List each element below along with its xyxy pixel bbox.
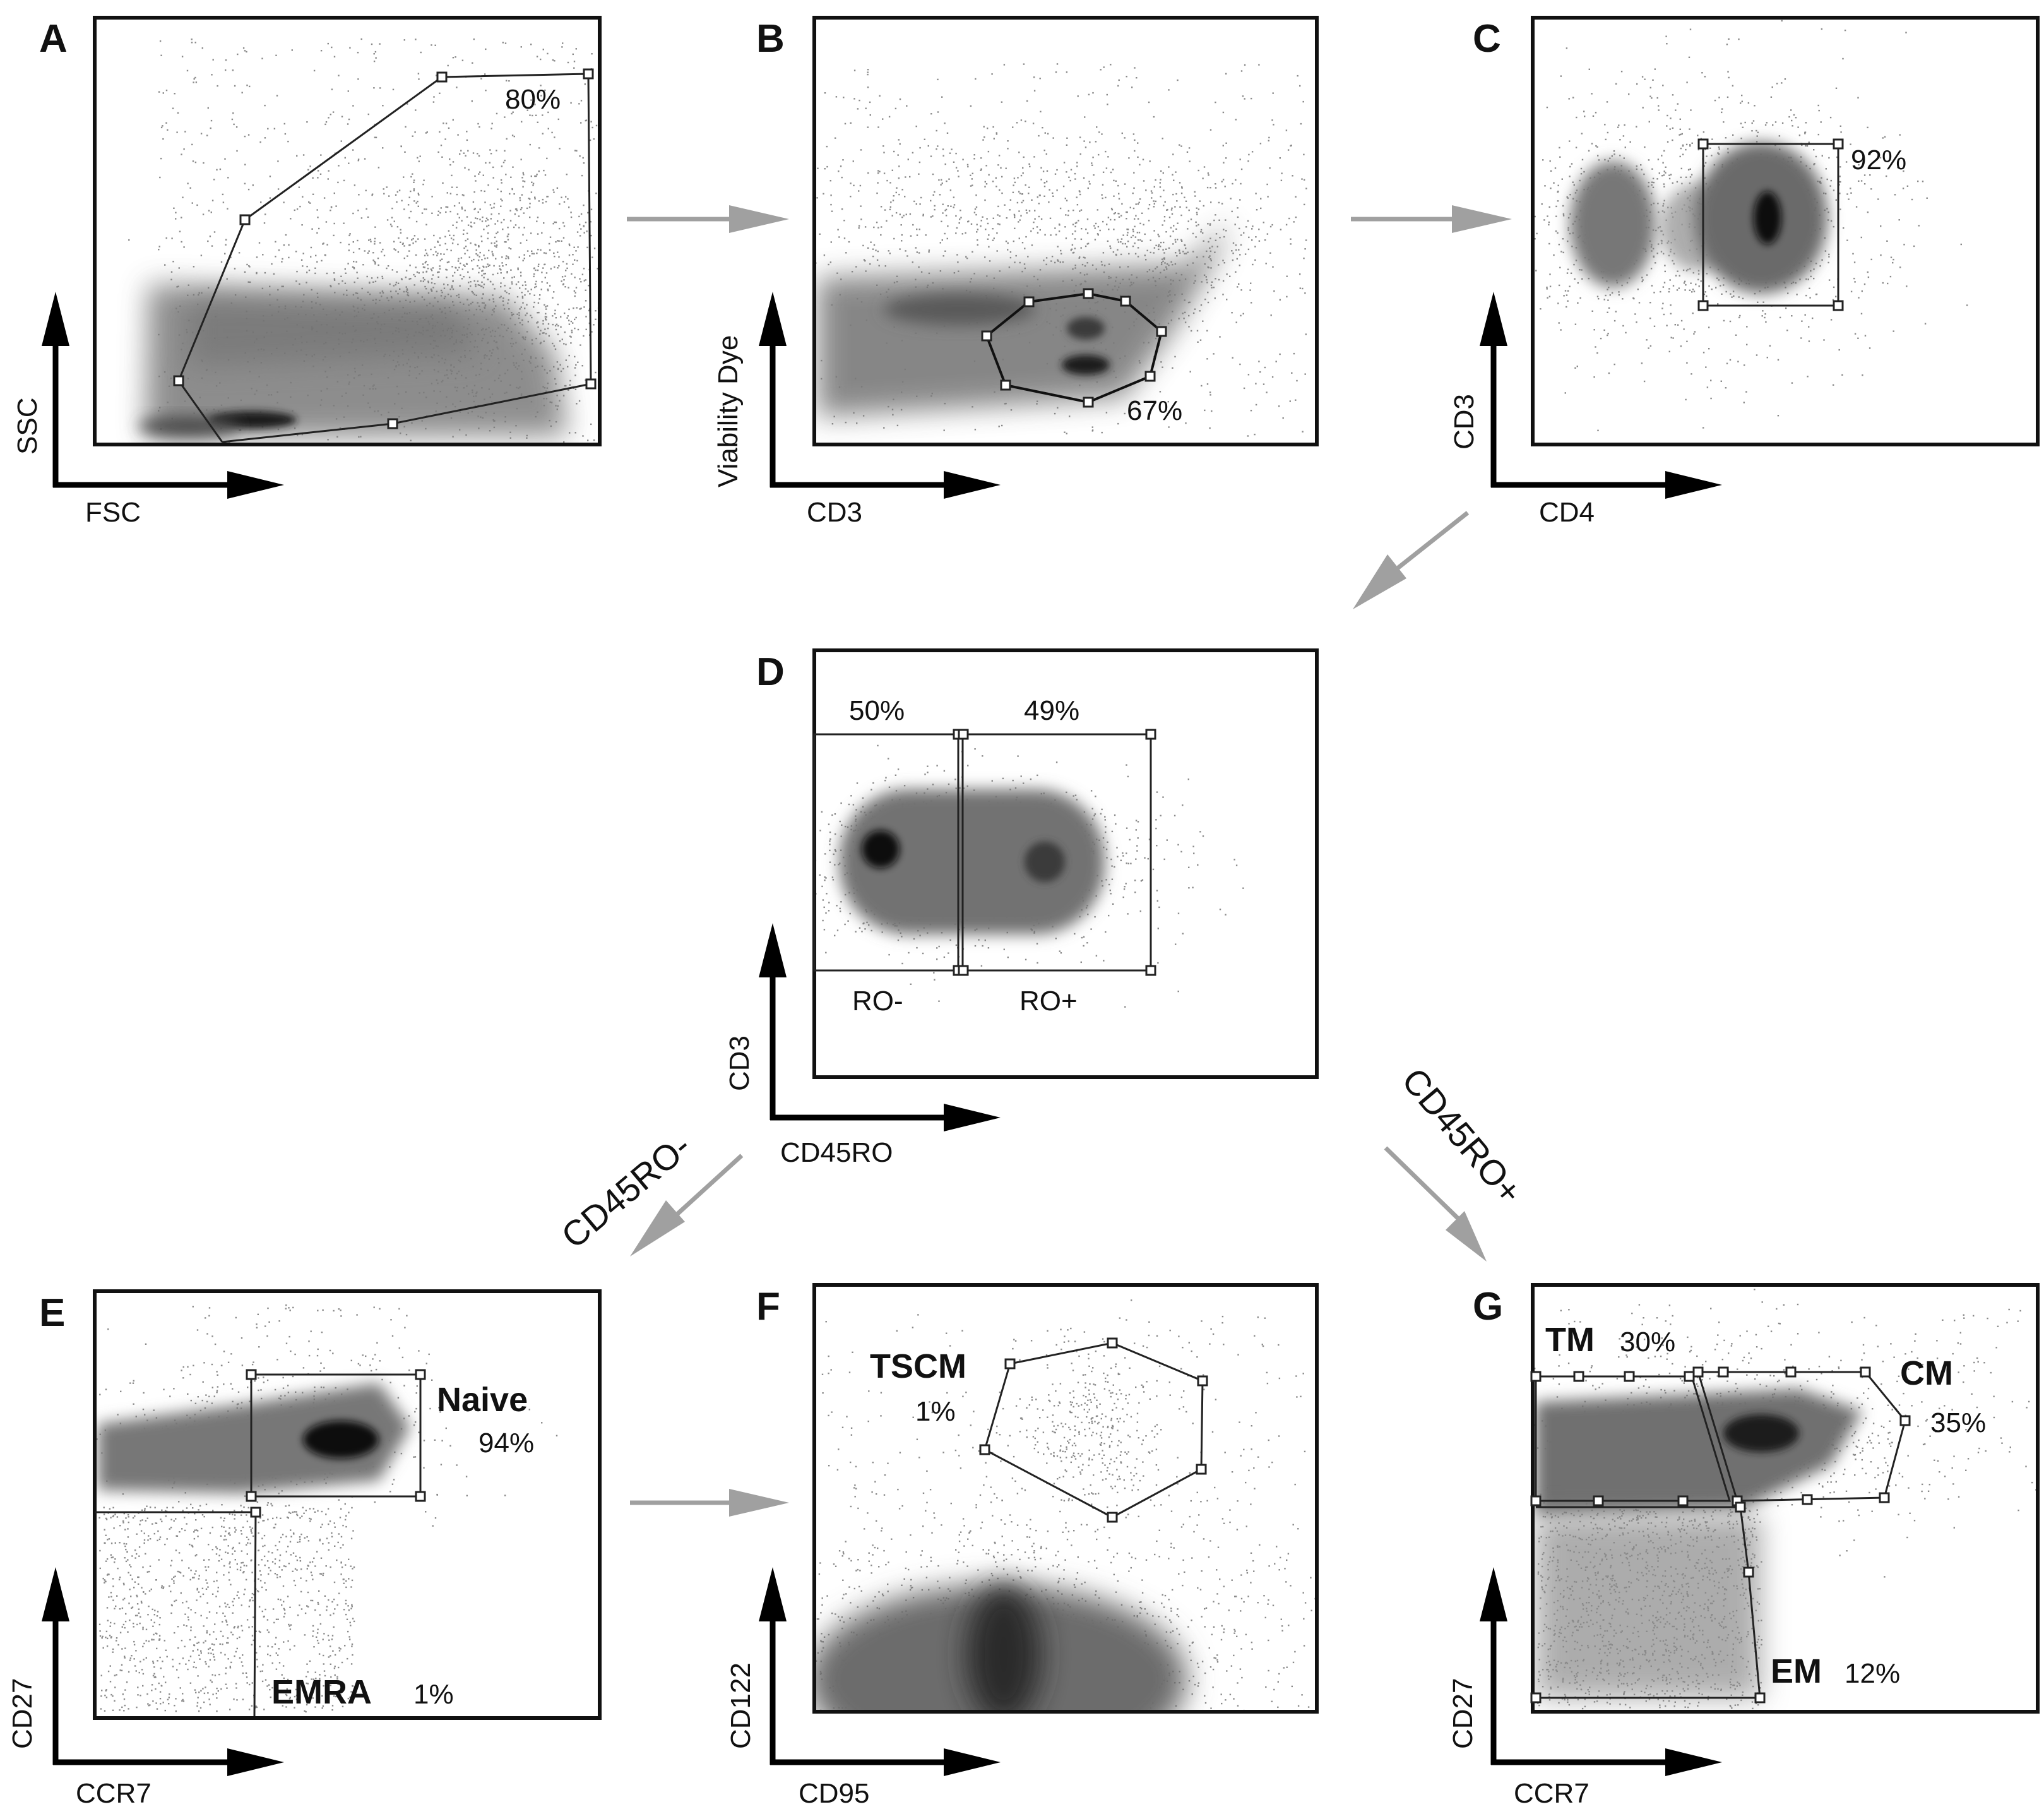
panel-d-left-percent: 50% xyxy=(849,695,905,726)
panel-c-gate xyxy=(1702,143,1839,307)
arrow-c-to-d xyxy=(1353,511,1470,609)
panel-g-em-label: EM xyxy=(1771,1652,1822,1690)
panel-e-gate-emra xyxy=(95,1511,257,1717)
panel-g-x-axis-label: CCR7 xyxy=(1514,1778,1589,1809)
panel-g-em-percent: 12% xyxy=(1845,1658,1900,1689)
panel-b-letter: B xyxy=(756,17,785,61)
panel-f-tscm-percent: 1% xyxy=(915,1396,956,1427)
panel-a-gate-handles xyxy=(173,68,597,429)
flow-arrows xyxy=(627,205,1512,1517)
panel-d: 50% 49% RO- RO+ D CD45RO CD3 xyxy=(724,648,1319,1168)
panel-e-frame xyxy=(93,1289,602,1720)
panel-e-x-axis-label: CCR7 xyxy=(76,1778,152,1809)
panel-d-gate-ro-neg xyxy=(813,733,960,972)
panel-c-axes xyxy=(1480,292,1722,499)
panel-d-right-percent: 49% xyxy=(1024,695,1079,726)
panel-c-gate-percent: 92% xyxy=(1851,145,1906,176)
panel-g-tm-percent: 30% xyxy=(1620,1327,1675,1358)
panel-c-density xyxy=(1533,20,1968,431)
panel-b-x-axis-label: CD3 xyxy=(807,497,862,528)
panel-b: 67% B CD3 Viability Dye xyxy=(713,16,1319,528)
panel-b-gate-handles xyxy=(981,288,1167,408)
panel-f-x-axis-label: CD95 xyxy=(799,1778,870,1809)
panel-a-axes xyxy=(42,292,284,499)
arrow-a-to-b xyxy=(627,205,789,233)
panel-f-density xyxy=(814,1299,1317,1712)
panel-b-density xyxy=(815,63,1307,437)
panel-b-axes xyxy=(759,292,1001,499)
panel-e-emra-label: EMRA xyxy=(271,1673,372,1711)
panel-d-x-axis-label: CD45RO xyxy=(780,1137,893,1168)
branch-label-cd45ro-pos: CD45RO+ xyxy=(1394,1060,1530,1212)
panel-e-emra-percent: 1% xyxy=(413,1679,454,1710)
panel-b-y-axis-label: Viability Dye xyxy=(713,335,744,487)
panel-f-dots xyxy=(814,1299,1317,1712)
arrow-b-to-c xyxy=(1351,205,1512,233)
panel-g-tm-label: TM xyxy=(1545,1321,1595,1359)
panel-d-letter: D xyxy=(756,650,785,694)
panel-c: 92% C CD4 CD3 xyxy=(1449,16,2040,528)
arrow-d-to-g xyxy=(1384,1146,1487,1262)
panel-a-x-axis-label: FSC xyxy=(85,497,141,528)
panel-c-letter: C xyxy=(1473,17,1501,61)
panel-g-letter: G xyxy=(1473,1285,1503,1328)
panel-e-axes xyxy=(42,1567,284,1776)
panel-f-gate xyxy=(983,1342,1204,1519)
panel-g-cm-percent: 35% xyxy=(1930,1407,1986,1438)
panel-a-y-axis-label: SSC xyxy=(12,398,43,455)
panel-b-gate-percent: 67% xyxy=(1127,395,1182,426)
panel-d-density xyxy=(814,744,1244,1008)
panel-f-y-axis-label: CD122 xyxy=(725,1662,756,1749)
panel-g-cm-label: CM xyxy=(1900,1354,1953,1392)
panel-a-gate-percent: 80% xyxy=(505,84,561,115)
panel-e-y-axis-label: CD27 xyxy=(7,1678,38,1750)
panel-c-x-axis-label: CD4 xyxy=(1539,497,1595,528)
panel-g-gate-handles xyxy=(1530,1366,1911,1704)
panel-b-frame xyxy=(812,16,1319,446)
arrow-e-to-f xyxy=(630,1489,789,1517)
panel-d-ro-neg-label: RO- xyxy=(852,986,903,1017)
panel-e-naive-percent: 94% xyxy=(478,1428,534,1459)
panel-g-density xyxy=(1533,1289,2037,1710)
panel-a-frame xyxy=(93,16,602,446)
panel-c-y-axis-label: CD3 xyxy=(1449,394,1480,450)
panel-d-gate-ro-pos xyxy=(961,733,1152,972)
panel-e-letter: E xyxy=(39,1291,65,1335)
panel-e-naive-label: Naive xyxy=(437,1381,528,1419)
panel-a-letter: A xyxy=(39,17,68,61)
panel-e-gate-naive xyxy=(250,1373,422,1498)
panel-d-gate-handles xyxy=(953,729,1156,976)
branch-label-cd45ro-neg: CD45RO- xyxy=(554,1126,698,1256)
panel-d-y-axis-label: CD3 xyxy=(724,1035,755,1091)
panel-c-frame xyxy=(1531,16,2040,446)
panel-g-gate-cm xyxy=(1697,1371,1906,1502)
panel-e-dots xyxy=(96,1304,558,1713)
panel-f: TSCM 1% F CD95 CD122 xyxy=(725,1283,1319,1809)
arrow-d-to-e xyxy=(630,1154,744,1256)
panel-f-axes xyxy=(759,1567,1001,1776)
panel-f-letter: F xyxy=(756,1285,780,1328)
panel-f-tscm-label: TSCM xyxy=(870,1347,966,1385)
panel-a: 80% A FSC SSC xyxy=(12,16,602,528)
panel-c-gate-handles xyxy=(1697,138,1844,311)
panel-d-axes xyxy=(759,923,1001,1131)
panel-g-axes xyxy=(1480,1567,1722,1776)
panel-f-gate-handles xyxy=(979,1337,1208,1523)
panel-g: TM 30% CM 35% EM 12% G CCR7 CD27 xyxy=(1447,1283,2040,1809)
panel-g-gate-tm xyxy=(1535,1375,1732,1502)
panel-g-y-axis-label: CD27 xyxy=(1447,1678,1478,1750)
panel-d-ro-pos-label: RO+ xyxy=(1019,986,1078,1017)
panel-e: Naive 94% EMRA 1% E CCR7 CD27 xyxy=(7,1289,602,1809)
panel-e-density xyxy=(96,1304,558,1713)
panel-f-frame xyxy=(812,1283,1319,1714)
panel-a-gate xyxy=(177,73,592,443)
panel-a-density xyxy=(128,38,600,443)
panel-e-gate-handles xyxy=(246,1369,426,1518)
